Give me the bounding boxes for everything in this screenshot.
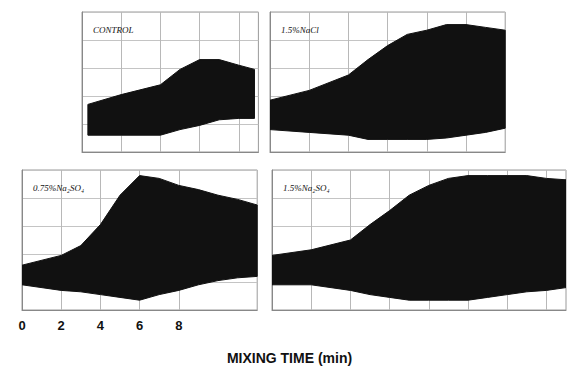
svg-text:0.75%Na₂SO₄: 0.75%Na₂SO₄ (33, 183, 84, 193)
svg-text:CONTROL: CONTROL (93, 25, 134, 35)
svg-text:4: 4 (97, 318, 105, 333)
svg-text:2: 2 (58, 318, 65, 333)
svg-text:1.5%NaCl: 1.5%NaCl (281, 25, 319, 35)
svg-text:1.5%Na₂SO₄: 1.5%Na₂SO₄ (283, 183, 330, 193)
svg-text:0: 0 (18, 318, 25, 333)
svg-text:MIXING TIME (min): MIXING TIME (min) (227, 350, 352, 366)
svg-text:8: 8 (175, 318, 182, 333)
svg-text:6: 6 (136, 318, 143, 333)
